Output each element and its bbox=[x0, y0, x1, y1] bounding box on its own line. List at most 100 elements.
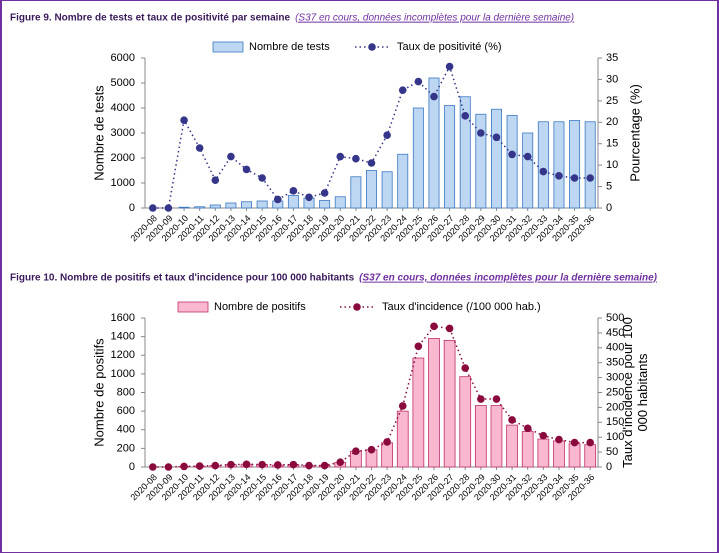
point bbox=[258, 460, 266, 469]
point bbox=[273, 195, 282, 204]
bar bbox=[178, 206, 190, 209]
y-axis-label: Nombre de tests bbox=[91, 85, 106, 181]
point bbox=[383, 438, 391, 446]
point bbox=[258, 174, 266, 182]
y-tick-label: 1400 bbox=[111, 331, 135, 343]
bar bbox=[412, 107, 424, 209]
point bbox=[477, 129, 485, 137]
point bbox=[398, 86, 407, 94]
y2-tick-label: 350 bbox=[606, 357, 624, 369]
point bbox=[523, 152, 532, 161]
bar bbox=[412, 357, 425, 468]
point bbox=[195, 462, 204, 470]
bar bbox=[209, 204, 221, 209]
point bbox=[211, 461, 220, 470]
point bbox=[383, 131, 391, 139]
bar bbox=[194, 206, 206, 209]
bar bbox=[396, 410, 409, 468]
line bbox=[152, 325, 591, 468]
y-tick-label: 1200 bbox=[111, 349, 135, 361]
y-tick-label: 0 bbox=[129, 202, 135, 214]
y2-tick-label: 300 bbox=[606, 372, 624, 384]
bar bbox=[428, 338, 440, 468]
point bbox=[305, 461, 313, 470]
bar bbox=[381, 442, 393, 468]
bar bbox=[569, 120, 581, 209]
bar bbox=[256, 200, 268, 209]
point bbox=[492, 133, 501, 142]
y2-tick-label: 150 bbox=[606, 416, 624, 428]
point bbox=[242, 460, 251, 469]
y-axis-label: Nombre de positifs bbox=[91, 338, 106, 447]
point bbox=[227, 460, 235, 469]
y2-tick-label: 10 bbox=[606, 159, 618, 171]
point bbox=[508, 416, 516, 424]
point bbox=[164, 204, 173, 212]
point bbox=[555, 172, 563, 180]
point bbox=[180, 116, 188, 124]
bar bbox=[506, 424, 518, 468]
point bbox=[149, 463, 157, 471]
point bbox=[273, 461, 282, 469]
bar bbox=[522, 132, 534, 209]
y2-tick-label: 250 bbox=[606, 386, 624, 398]
legend-label: Taux d'incidence (/100 000 hab.) bbox=[382, 301, 541, 313]
legend-label: Taux de positivité (%) bbox=[397, 41, 502, 53]
point bbox=[586, 438, 594, 447]
bar bbox=[443, 339, 456, 468]
point bbox=[164, 463, 173, 471]
point bbox=[523, 424, 532, 433]
bar bbox=[366, 170, 377, 209]
point bbox=[367, 445, 376, 454]
bar bbox=[584, 444, 597, 468]
bar bbox=[537, 438, 550, 468]
bar bbox=[568, 443, 581, 468]
point bbox=[586, 174, 594, 182]
point bbox=[508, 150, 516, 159]
y-tick-label: 2000 bbox=[111, 152, 135, 164]
legend-swatch bbox=[177, 301, 209, 313]
y-tick-label: 200 bbox=[117, 442, 135, 454]
y2-tick-label: 450 bbox=[606, 327, 624, 339]
y2-axis-label: Pourcentage (%) bbox=[627, 84, 642, 182]
bar bbox=[287, 195, 299, 209]
point bbox=[336, 458, 345, 467]
y2-tick-label: 20 bbox=[606, 116, 618, 128]
point bbox=[352, 154, 360, 163]
bar bbox=[241, 201, 253, 209]
y-tick-label: 400 bbox=[117, 424, 135, 436]
y2-tick-label: 400 bbox=[606, 342, 624, 354]
point bbox=[320, 189, 329, 197]
point bbox=[398, 402, 407, 410]
y-tick-label: 1000 bbox=[111, 368, 135, 380]
point bbox=[539, 167, 548, 176]
point bbox=[149, 204, 157, 212]
y2-tick-label: 0 bbox=[606, 461, 612, 473]
y2-tick-label: 0 bbox=[606, 202, 612, 214]
point bbox=[570, 438, 579, 447]
y2-tick-label: 25 bbox=[606, 95, 618, 107]
bar bbox=[553, 440, 565, 468]
y-tick-label: 5000 bbox=[111, 77, 135, 89]
y-tick-label: 800 bbox=[117, 386, 135, 398]
y2-tick-label: 500 bbox=[606, 312, 624, 324]
point bbox=[539, 431, 548, 440]
bar bbox=[506, 115, 518, 209]
y2-tick-label: 50 bbox=[606, 446, 618, 458]
point bbox=[289, 187, 298, 195]
point bbox=[461, 112, 470, 120]
chart-subtitle: (S37 en cours, données incomplètes pour … bbox=[359, 273, 658, 284]
bar bbox=[553, 121, 565, 209]
point bbox=[352, 447, 360, 456]
bar bbox=[537, 121, 549, 209]
point bbox=[414, 77, 423, 86]
point bbox=[336, 152, 345, 161]
point bbox=[445, 324, 454, 333]
point bbox=[227, 152, 235, 161]
bar bbox=[225, 202, 237, 209]
point bbox=[492, 395, 501, 403]
bar bbox=[334, 196, 346, 209]
point bbox=[180, 462, 188, 471]
chart-title: Figure 10. Nombre de positifs et taux d'… bbox=[10, 273, 355, 284]
